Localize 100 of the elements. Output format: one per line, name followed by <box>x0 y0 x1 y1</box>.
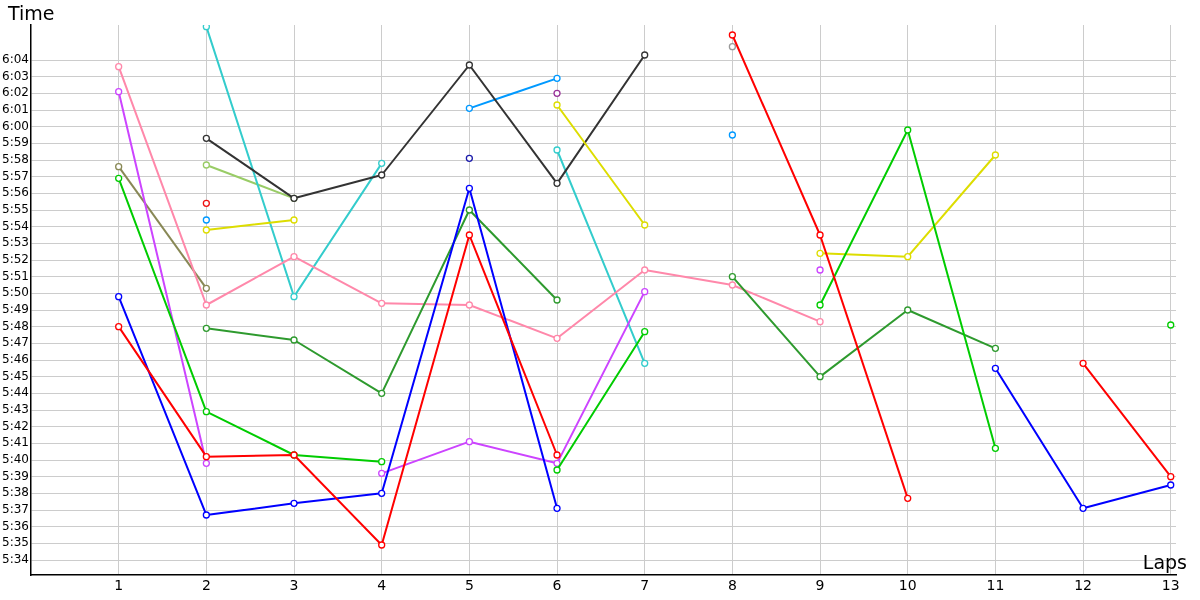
point <box>202 301 210 309</box>
y-tick-label: 5:35 <box>2 535 29 550</box>
x-tick-label: 13 <box>1161 577 1180 594</box>
point <box>1167 473 1175 481</box>
point <box>378 469 386 477</box>
point <box>202 226 210 234</box>
point <box>991 344 1000 352</box>
y-tick-label: 5:54 <box>2 218 29 233</box>
y-axis-title: Time <box>7 2 55 25</box>
y-tick-label: 5:41 <box>2 435 29 450</box>
point <box>1079 504 1087 512</box>
point <box>378 541 386 549</box>
point <box>465 206 474 214</box>
y-tick-label: 5:45 <box>2 368 29 383</box>
y-tick-label: 5:34 <box>2 552 29 567</box>
point <box>465 104 474 112</box>
point <box>816 249 824 257</box>
y-tick-label: 6:03 <box>2 68 29 83</box>
point <box>728 273 737 281</box>
y-tick-label: 5:50 <box>2 285 29 300</box>
point <box>816 266 824 274</box>
point <box>202 161 210 169</box>
y-tick-label: 5:36 <box>2 518 29 533</box>
point <box>202 25 210 31</box>
point <box>728 281 737 289</box>
point <box>728 131 737 139</box>
y-tick-label: 5:37 <box>2 502 29 517</box>
point <box>991 364 1000 372</box>
point <box>641 266 649 274</box>
point <box>290 336 298 344</box>
x-tick-label: 2 <box>201 577 211 594</box>
point <box>290 293 298 301</box>
x-tick-label: 8 <box>727 577 737 594</box>
point <box>641 288 649 296</box>
point <box>904 253 912 261</box>
y-tick-label: 5:44 <box>2 385 29 400</box>
point <box>378 389 386 397</box>
point <box>553 334 561 342</box>
x-tick-label: 7 <box>640 577 650 594</box>
y-tick-label: 6:04 <box>2 52 29 67</box>
point <box>378 489 386 497</box>
y-tick-label: 5:46 <box>2 352 29 367</box>
y-tick-label: 5:55 <box>2 202 29 217</box>
point <box>465 438 474 446</box>
point <box>202 324 210 332</box>
y-tick-label: 5:58 <box>2 152 29 167</box>
point <box>378 171 386 179</box>
y-tick-label: 5:39 <box>2 468 29 483</box>
point <box>553 466 561 474</box>
point <box>904 126 912 134</box>
point <box>202 511 210 519</box>
x-tick-label: 12 <box>1074 577 1092 594</box>
y-tick-label: 5:59 <box>2 135 29 150</box>
point <box>816 231 824 239</box>
y-tick-label: 6:01 <box>2 102 29 117</box>
y-tick-label: 5:48 <box>2 318 29 333</box>
point <box>115 163 123 171</box>
point <box>1079 359 1087 367</box>
y-tick-label: 5:52 <box>2 252 29 267</box>
point <box>378 458 386 466</box>
point <box>553 101 561 109</box>
point <box>115 63 123 71</box>
point <box>641 51 649 59</box>
point <box>553 296 561 304</box>
x-tick-label: 11 <box>986 577 1005 594</box>
y-tick-label: 5:56 <box>2 185 29 200</box>
y-tick-label: 6:00 <box>2 118 29 133</box>
point <box>202 134 210 142</box>
point <box>641 359 649 367</box>
x-tick-label: 5 <box>464 577 474 594</box>
y-tick-label: 5:47 <box>2 335 29 350</box>
point <box>553 459 561 467</box>
point <box>202 284 210 292</box>
y-tick-label: 5:53 <box>2 235 29 250</box>
point <box>115 323 123 331</box>
point <box>465 231 474 239</box>
x-tick-label: 1 <box>114 577 124 594</box>
y-tick-label: 5:38 <box>2 485 29 500</box>
point <box>465 301 474 309</box>
x-tick-label: 3 <box>289 577 299 594</box>
point <box>553 179 561 187</box>
point <box>904 494 912 502</box>
point <box>1167 481 1175 489</box>
y-tick-label: 6:02 <box>2 85 29 100</box>
x-tick-label: 9 <box>815 577 825 594</box>
y-tick-label: 5:40 <box>2 452 29 467</box>
point <box>115 174 123 182</box>
point <box>641 328 649 336</box>
point <box>465 184 474 192</box>
point <box>816 301 824 309</box>
x-tick-label: 4 <box>377 577 387 594</box>
point <box>115 88 123 96</box>
point <box>202 216 210 224</box>
point <box>378 159 386 167</box>
point <box>553 504 561 512</box>
point <box>991 444 1000 452</box>
point <box>904 306 912 314</box>
point <box>465 61 474 69</box>
point <box>553 451 561 459</box>
x-axis-title: Laps <box>1142 551 1187 574</box>
